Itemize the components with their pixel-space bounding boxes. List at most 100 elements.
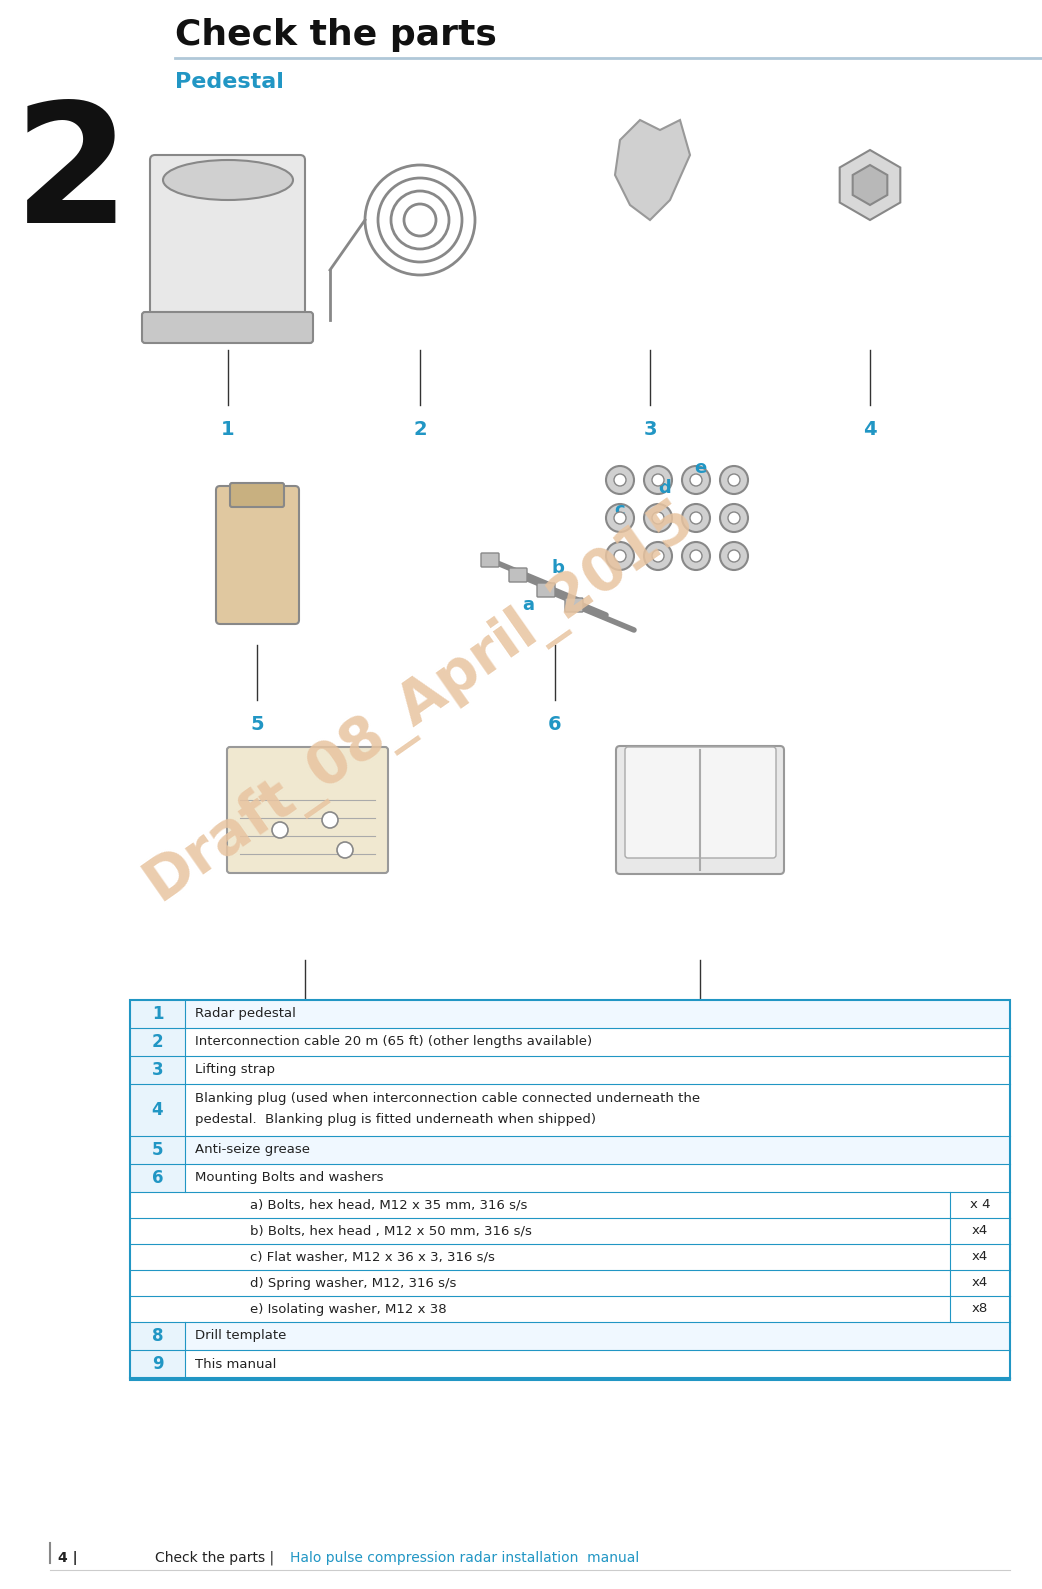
Circle shape <box>683 542 710 570</box>
Circle shape <box>606 504 634 532</box>
Polygon shape <box>852 165 888 205</box>
FancyBboxPatch shape <box>216 486 299 624</box>
Text: Draft_08_April_2015: Draft_08_April_2015 <box>134 488 706 912</box>
FancyBboxPatch shape <box>537 583 555 597</box>
Text: 1: 1 <box>221 419 234 439</box>
Bar <box>130 1136 1010 1165</box>
Bar <box>130 100 1042 899</box>
Text: c) Flat washer, M12 x 36 x 3, 316 s/s: c) Flat washer, M12 x 36 x 3, 316 s/s <box>250 1251 495 1263</box>
Circle shape <box>606 466 634 494</box>
Circle shape <box>614 550 626 563</box>
Circle shape <box>690 512 702 524</box>
Text: Mounting Bolts and washers: Mounting Bolts and washers <box>195 1171 383 1184</box>
Circle shape <box>690 550 702 563</box>
Bar <box>130 999 1010 1379</box>
Text: 2: 2 <box>414 419 427 439</box>
Text: 8: 8 <box>693 1030 706 1049</box>
Circle shape <box>644 466 672 494</box>
Circle shape <box>728 512 740 524</box>
Text: 4: 4 <box>863 419 876 439</box>
Text: 3: 3 <box>643 419 656 439</box>
Text: Blanking plug (used when interconnection cable connected underneath the: Blanking plug (used when interconnection… <box>195 1092 700 1104</box>
Text: Interconnection cable 20 m (65 ft) (other lengths available): Interconnection cable 20 m (65 ft) (othe… <box>195 1036 592 1049</box>
Text: 2: 2 <box>14 95 130 257</box>
FancyBboxPatch shape <box>481 553 499 567</box>
Text: This manual: This manual <box>195 1357 276 1370</box>
Text: Radar pedestal: Radar pedestal <box>195 1007 296 1020</box>
Text: Drill template: Drill template <box>195 1330 287 1343</box>
Bar <box>130 1297 1010 1322</box>
Bar <box>130 1351 1010 1378</box>
Ellipse shape <box>163 160 293 200</box>
Text: Halo pulse compression radar installation  manual: Halo pulse compression radar installatio… <box>290 1551 639 1565</box>
Text: c: c <box>615 501 625 520</box>
Text: x4: x4 <box>972 1276 988 1290</box>
Text: 5: 5 <box>152 1141 164 1158</box>
FancyBboxPatch shape <box>142 311 313 343</box>
Text: Check the parts |: Check the parts | <box>155 1551 274 1565</box>
Text: x4: x4 <box>972 1225 988 1238</box>
Circle shape <box>720 542 748 570</box>
Bar <box>130 1322 1010 1351</box>
Bar <box>130 999 1010 1028</box>
FancyBboxPatch shape <box>230 483 284 507</box>
Text: 3: 3 <box>152 1061 164 1079</box>
Bar <box>130 1084 1010 1136</box>
FancyBboxPatch shape <box>508 567 527 582</box>
FancyBboxPatch shape <box>227 747 388 872</box>
FancyBboxPatch shape <box>625 747 776 858</box>
Text: 4 |: 4 | <box>58 1551 77 1565</box>
Text: 4: 4 <box>152 1101 164 1119</box>
Text: e: e <box>694 459 706 477</box>
Text: 2: 2 <box>152 1033 164 1050</box>
Circle shape <box>728 474 740 486</box>
Text: 6: 6 <box>152 1170 164 1187</box>
Circle shape <box>690 474 702 486</box>
Text: Check the parts: Check the parts <box>175 17 497 52</box>
Text: 6: 6 <box>548 715 562 734</box>
Text: 7: 7 <box>298 1030 312 1049</box>
Text: x4: x4 <box>972 1251 988 1263</box>
Text: 8: 8 <box>152 1327 164 1344</box>
FancyBboxPatch shape <box>565 597 584 612</box>
Bar <box>130 1322 185 1351</box>
Circle shape <box>272 822 288 837</box>
Text: x 4: x 4 <box>970 1198 990 1211</box>
Circle shape <box>644 504 672 532</box>
Bar <box>130 999 185 1028</box>
Circle shape <box>720 504 748 532</box>
Bar <box>130 1136 185 1165</box>
Text: e) Isolating washer, M12 x 38: e) Isolating washer, M12 x 38 <box>250 1303 447 1316</box>
Bar <box>130 1165 1010 1192</box>
Bar <box>130 1028 185 1057</box>
Circle shape <box>720 466 748 494</box>
FancyBboxPatch shape <box>150 156 305 335</box>
Bar <box>130 1165 185 1192</box>
Circle shape <box>337 842 353 858</box>
Text: 1: 1 <box>152 1004 164 1023</box>
FancyBboxPatch shape <box>616 745 784 874</box>
Circle shape <box>614 474 626 486</box>
Text: 5: 5 <box>250 715 264 734</box>
Circle shape <box>683 504 710 532</box>
Bar <box>130 1244 1010 1270</box>
Text: Pedestal: Pedestal <box>175 72 283 92</box>
Circle shape <box>322 812 338 828</box>
Circle shape <box>652 474 664 486</box>
Bar <box>130 1057 1010 1084</box>
Text: 9: 9 <box>152 1355 164 1373</box>
Text: b) Bolts, hex head , M12 x 50 mm, 316 s/s: b) Bolts, hex head , M12 x 50 mm, 316 s/… <box>250 1225 531 1238</box>
Circle shape <box>652 512 664 524</box>
Polygon shape <box>615 121 690 219</box>
Text: Anti-seize grease: Anti-seize grease <box>195 1144 311 1157</box>
Circle shape <box>652 550 664 563</box>
Bar <box>130 1057 185 1084</box>
Bar <box>130 1084 185 1136</box>
Polygon shape <box>840 149 900 219</box>
Bar <box>130 1351 185 1378</box>
Text: d) Spring washer, M12, 316 s/s: d) Spring washer, M12, 316 s/s <box>250 1276 456 1290</box>
Circle shape <box>683 466 710 494</box>
Text: a: a <box>522 596 534 613</box>
Text: b: b <box>551 559 565 577</box>
Bar <box>130 1270 1010 1297</box>
